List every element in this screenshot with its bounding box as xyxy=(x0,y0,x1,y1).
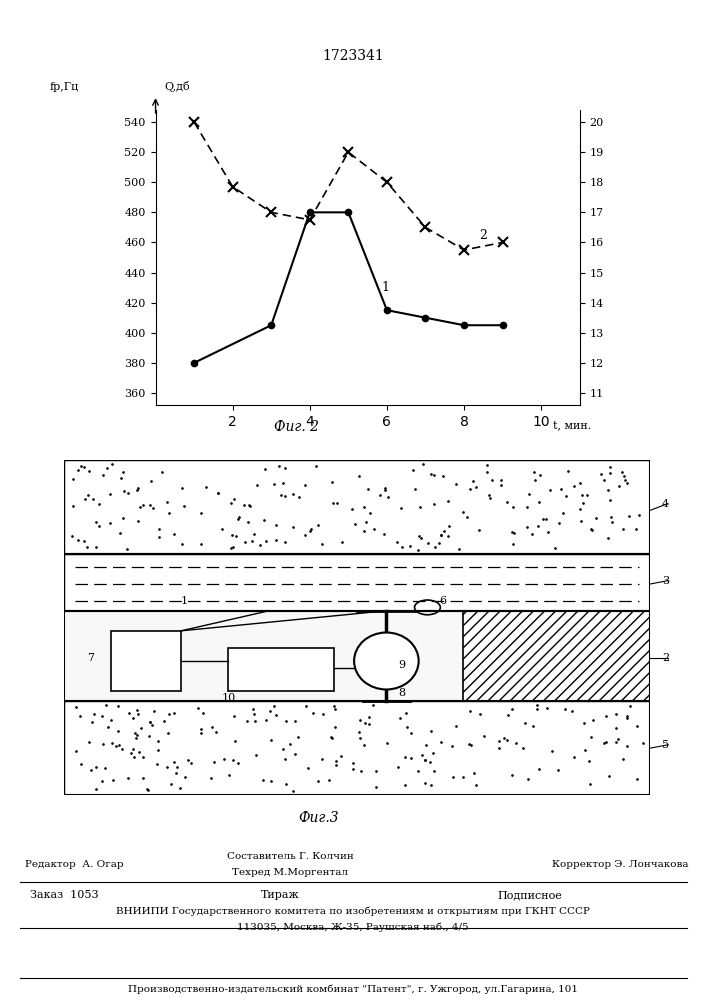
Bar xyxy=(228,648,334,691)
Text: Заказ  1053: Заказ 1053 xyxy=(30,890,98,900)
Text: Фиг.3: Фиг.3 xyxy=(298,810,339,824)
Ellipse shape xyxy=(354,633,419,689)
Text: fр,Гц: fр,Гц xyxy=(50,82,79,92)
Bar xyxy=(462,611,650,701)
Text: Техред М.Моргентал: Техред М.Моргентал xyxy=(232,868,348,877)
Bar xyxy=(64,460,650,554)
Text: 7: 7 xyxy=(87,653,94,663)
Text: 8: 8 xyxy=(398,688,405,698)
Text: 4: 4 xyxy=(662,499,670,509)
Text: ВНИИПИ Государственного комитета по изобретениям и открытиям при ГКНТ СССР: ВНИИПИ Государственного комитета по изоб… xyxy=(116,907,590,916)
Text: 9: 9 xyxy=(398,660,405,670)
Text: t, мин.: t, мин. xyxy=(553,420,591,430)
Bar xyxy=(64,554,650,611)
Bar xyxy=(110,631,181,691)
Text: Фиг. 2: Фиг. 2 xyxy=(274,420,320,434)
Text: 1: 1 xyxy=(181,596,188,606)
Text: 3: 3 xyxy=(662,576,670,586)
Bar xyxy=(64,701,650,795)
Text: Корректор Э. Лончакова: Корректор Э. Лончакова xyxy=(551,860,688,869)
Bar xyxy=(64,611,650,701)
Text: 2: 2 xyxy=(662,653,670,663)
Text: 10: 10 xyxy=(222,693,236,703)
Text: 5: 5 xyxy=(662,740,670,750)
Text: 113035, Москва, Ж-35, Раушская наб., 4/5: 113035, Москва, Ж-35, Раушская наб., 4/5 xyxy=(237,923,469,932)
Text: 2: 2 xyxy=(479,229,487,242)
Text: Составитель Г. Колчин: Составитель Г. Колчин xyxy=(227,852,354,861)
Text: 6: 6 xyxy=(439,596,446,606)
Text: Производственно-издательский комбинат "Патент", г. Ужгород, ул.Гагарина, 101: Производственно-издательский комбинат "П… xyxy=(128,984,578,994)
Text: Подписное: Подписное xyxy=(498,890,562,900)
Text: Тираж: Тираж xyxy=(261,890,299,900)
Text: Q,дб: Q,дб xyxy=(164,81,189,92)
Text: 1723341: 1723341 xyxy=(322,49,385,63)
Text: 1: 1 xyxy=(381,281,389,294)
Text: Редактор  А. Огар: Редактор А. Огар xyxy=(25,860,124,869)
